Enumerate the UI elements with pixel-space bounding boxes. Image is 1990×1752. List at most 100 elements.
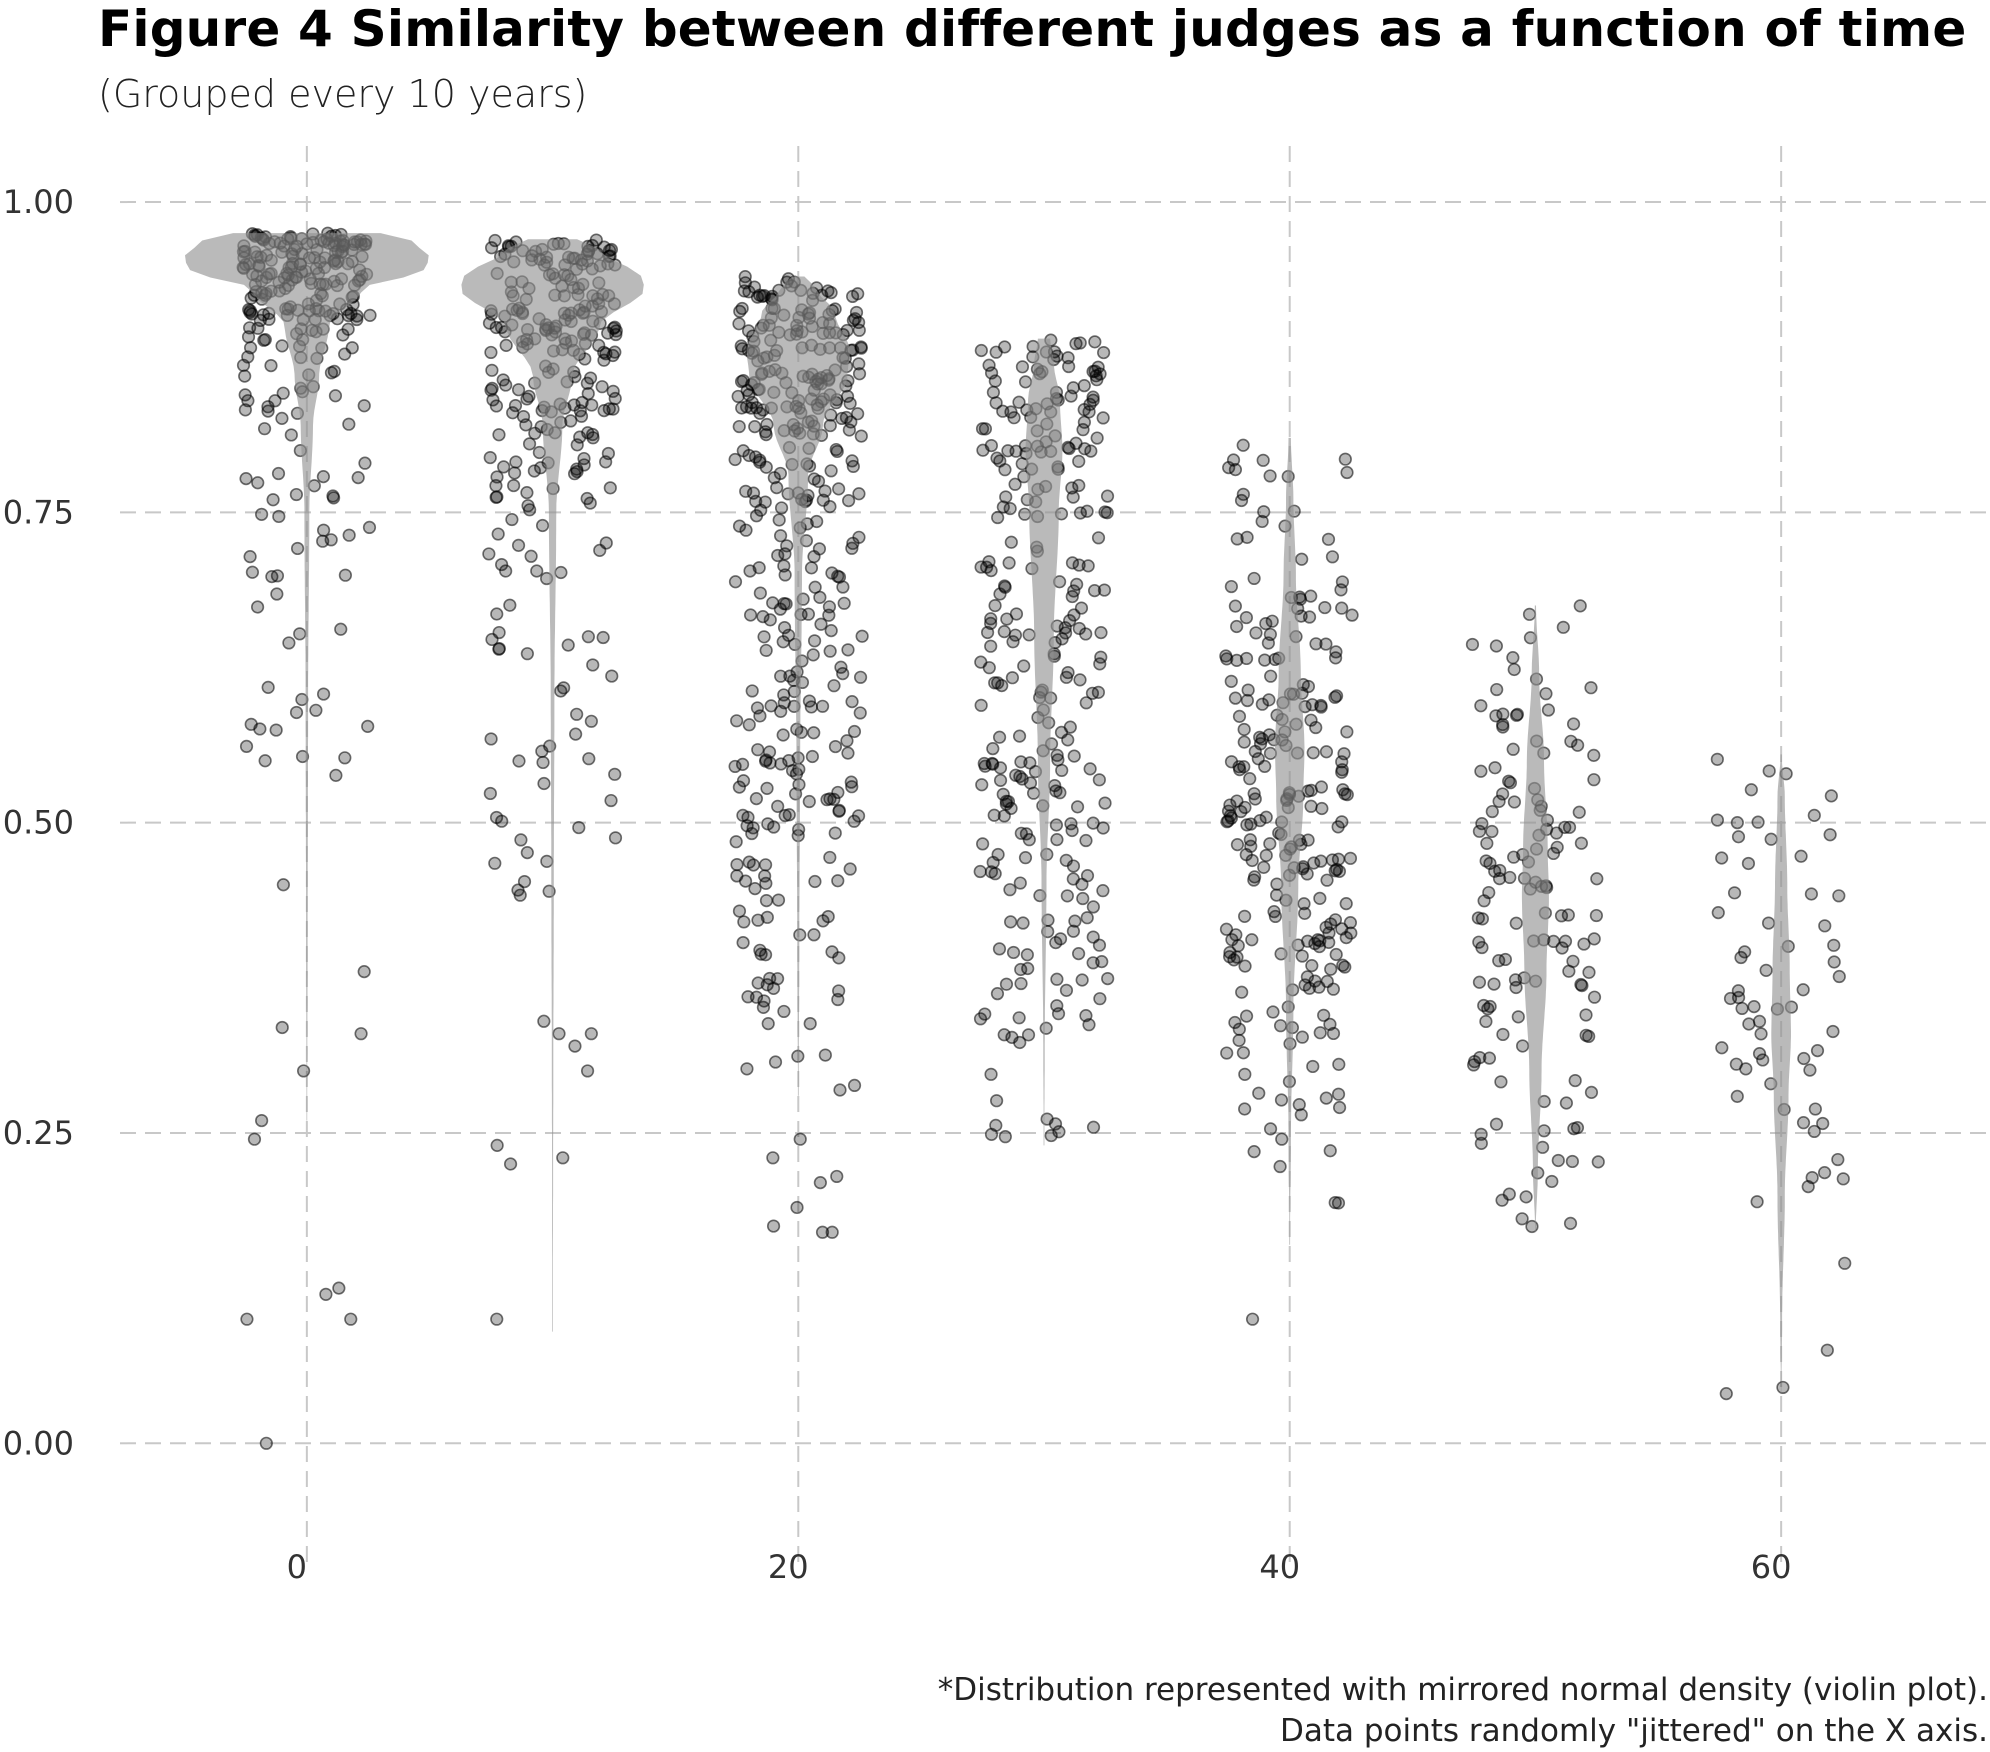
data-point xyxy=(1264,669,1278,683)
data-point xyxy=(730,714,744,728)
data-point xyxy=(1304,589,1318,603)
data-point xyxy=(1228,1015,1242,1030)
data-point xyxy=(585,398,599,412)
data-point xyxy=(583,371,598,385)
data-point xyxy=(805,749,819,764)
data-point xyxy=(751,743,765,757)
data-point xyxy=(1243,833,1257,847)
data-point xyxy=(1094,650,1108,664)
data-point xyxy=(1339,897,1353,911)
data-point xyxy=(1012,1011,1026,1025)
data-point xyxy=(1480,836,1494,850)
data-point xyxy=(540,854,554,868)
data-point xyxy=(1482,1051,1497,1065)
data-point xyxy=(852,487,866,501)
data-point xyxy=(334,622,348,636)
data-point xyxy=(1079,627,1093,641)
data-point xyxy=(1022,833,1036,847)
data-point xyxy=(556,1151,570,1165)
data-point xyxy=(1515,1212,1529,1226)
data-point xyxy=(239,739,254,754)
data-point xyxy=(1489,639,1503,653)
data-point xyxy=(1506,742,1520,756)
data-point xyxy=(243,341,258,355)
data-point xyxy=(978,422,993,436)
data-point xyxy=(1258,759,1272,773)
data-point xyxy=(759,643,773,658)
data-point xyxy=(743,608,758,622)
data-point xyxy=(606,402,620,416)
data-point xyxy=(577,451,591,466)
data-point xyxy=(329,768,343,782)
violin-shape xyxy=(1771,754,1791,1394)
data-point xyxy=(609,327,623,342)
data-point xyxy=(992,730,1007,744)
data-point xyxy=(807,472,821,486)
data-point xyxy=(1747,1000,1761,1014)
data-point xyxy=(843,862,857,876)
data-point xyxy=(1083,762,1097,776)
data-point xyxy=(998,580,1012,594)
data-point xyxy=(608,831,623,845)
data-point xyxy=(606,348,620,363)
data-point xyxy=(1230,794,1244,808)
y-tick-label: 0.25 xyxy=(3,1114,74,1152)
data-point xyxy=(853,706,867,720)
data-point xyxy=(514,833,528,847)
data-point xyxy=(338,568,352,582)
data-point xyxy=(344,1312,358,1326)
data-point xyxy=(1059,670,1074,684)
data-point xyxy=(1044,1128,1058,1143)
data-point xyxy=(742,718,756,732)
data-point xyxy=(1306,746,1320,760)
data-point xyxy=(1551,1153,1565,1168)
x-tick-label: 60 xyxy=(1751,1548,1792,1586)
data-point xyxy=(729,835,743,849)
data-point xyxy=(261,404,275,418)
data-point xyxy=(1294,1108,1308,1122)
data-point xyxy=(832,804,846,818)
data-point xyxy=(1313,891,1327,905)
data-point xyxy=(845,454,859,468)
data-point xyxy=(582,752,596,766)
data-point xyxy=(1086,1120,1101,1134)
data-point xyxy=(768,1055,783,1069)
data-point xyxy=(1574,836,1588,850)
data-point xyxy=(974,343,988,358)
data-point xyxy=(1228,691,1243,705)
data-point xyxy=(776,728,790,742)
data-point xyxy=(840,389,855,403)
data-point xyxy=(807,726,821,740)
data-point xyxy=(251,476,265,490)
data-point xyxy=(996,500,1010,514)
data-point xyxy=(750,701,765,715)
data-point xyxy=(1101,971,1115,986)
data-point xyxy=(604,793,618,808)
data-point xyxy=(1545,1174,1559,1189)
data-point xyxy=(746,821,760,835)
data-point xyxy=(1479,854,1493,868)
data-point xyxy=(1263,469,1277,483)
data-point xyxy=(1494,1075,1508,1089)
y-tick-label: 0.50 xyxy=(3,804,74,842)
data-point xyxy=(572,820,586,835)
data-point xyxy=(1026,786,1041,800)
data-point xyxy=(293,627,307,641)
data-point xyxy=(1077,403,1091,417)
data-point xyxy=(1332,1100,1347,1115)
data-point xyxy=(1076,891,1090,906)
data-point xyxy=(997,809,1011,823)
data-point xyxy=(520,486,534,500)
data-point xyxy=(1826,1024,1840,1039)
data-point xyxy=(483,786,497,801)
data-point xyxy=(511,538,526,552)
data-point xyxy=(1239,610,1253,625)
data-point xyxy=(1546,934,1561,949)
data-point xyxy=(1059,983,1074,997)
data-point xyxy=(1039,1021,1053,1035)
y-tick-label: 1.00 xyxy=(3,183,74,221)
data-point xyxy=(492,428,506,442)
data-point xyxy=(1261,636,1275,650)
data-point xyxy=(1562,964,1576,978)
data-point xyxy=(1503,870,1517,885)
